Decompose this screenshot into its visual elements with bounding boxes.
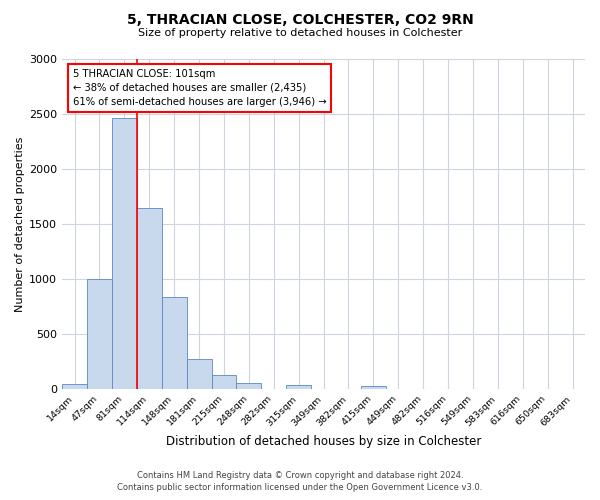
Bar xyxy=(187,359,212,389)
Text: Size of property relative to detached houses in Colchester: Size of property relative to detached ho… xyxy=(138,28,462,38)
Bar xyxy=(212,375,236,389)
Bar xyxy=(137,208,162,389)
Bar xyxy=(361,386,386,389)
Bar xyxy=(286,385,311,389)
Bar xyxy=(87,279,112,389)
Text: 5 THRACIAN CLOSE: 101sqm
← 38% of detached houses are smaller (2,435)
61% of sem: 5 THRACIAN CLOSE: 101sqm ← 38% of detach… xyxy=(73,69,326,107)
Bar xyxy=(236,383,262,389)
X-axis label: Distribution of detached houses by size in Colchester: Distribution of detached houses by size … xyxy=(166,434,481,448)
Bar xyxy=(162,296,187,389)
Text: Contains HM Land Registry data © Crown copyright and database right 2024.
Contai: Contains HM Land Registry data © Crown c… xyxy=(118,471,482,492)
Y-axis label: Number of detached properties: Number of detached properties xyxy=(15,136,25,312)
Bar xyxy=(112,118,137,389)
Bar xyxy=(62,384,87,389)
Text: 5, THRACIAN CLOSE, COLCHESTER, CO2 9RN: 5, THRACIAN CLOSE, COLCHESTER, CO2 9RN xyxy=(127,12,473,26)
